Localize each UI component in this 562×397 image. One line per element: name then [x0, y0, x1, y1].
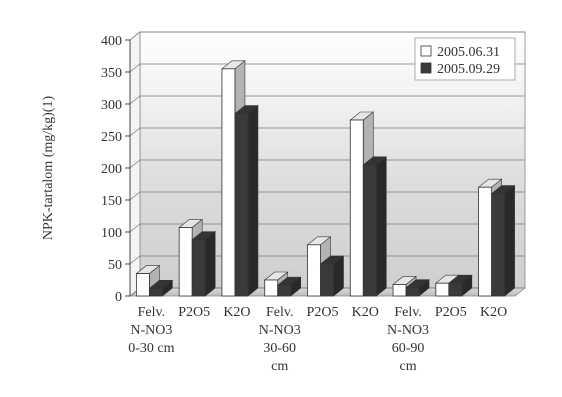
y-axis-title: NPK-tartalom (mg/kg)(1): [41, 96, 56, 241]
bars: [135, 60, 516, 297]
y-tick-label: 250: [101, 130, 122, 145]
bar: [362, 156, 388, 297]
gridlines: [129, 31, 525, 297]
bar-front: [392, 284, 407, 297]
x-tick-label: 0-30 cm: [128, 341, 174, 356]
bar-front: [264, 279, 279, 297]
bar-front: [148, 287, 163, 297]
bar: [447, 274, 473, 297]
y-tick-label: 50: [108, 258, 122, 273]
bar-front: [178, 227, 193, 297]
bar-front: [135, 273, 150, 297]
gridline: [129, 95, 525, 105]
bar-front: [191, 239, 206, 297]
legend-swatch: [420, 62, 432, 74]
y-axis: 0 50 100 150 200 250 300 350 400: [101, 34, 131, 305]
legend-label: 2005.06.31: [437, 45, 500, 60]
bar-side: [247, 104, 259, 297]
gridline: [129, 159, 525, 169]
bar-side: [375, 156, 387, 297]
legend-label: 2005.09.29: [437, 62, 500, 77]
bar-front: [277, 284, 292, 297]
y-tick-label: 400: [101, 34, 122, 49]
x-axis-labels: Felv. N-NO3 0-30 cm P2O5 K2O Felv. N-NO3 30-60 c…: [128, 305, 507, 374]
bar-front: [307, 244, 321, 297]
bar-front: [234, 113, 249, 297]
bar-front: [349, 119, 364, 297]
x-tick-label: cm: [271, 359, 288, 374]
gridline: [129, 63, 525, 73]
y-tick-label: 200: [101, 162, 122, 177]
gridline: [129, 191, 525, 201]
x-tick-label: Felv.: [394, 305, 421, 320]
x-tick-label: K2O: [223, 305, 250, 320]
y-tick-label: 350: [101, 66, 122, 81]
y-tick-label: 150: [101, 194, 122, 209]
bar-front: [405, 287, 420, 297]
x-tick-label: P2O5: [307, 305, 339, 320]
gridline: [129, 255, 525, 265]
x-tick-label: 30-60: [263, 341, 296, 356]
x-tick-label: Felv.: [138, 305, 165, 320]
bar-side: [204, 231, 216, 297]
bar-side: [504, 184, 515, 297]
bar-front: [491, 193, 506, 297]
x-tick-label: K2O: [480, 305, 507, 320]
bar: [191, 231, 217, 297]
bar-front: [221, 68, 236, 297]
bar-front: [448, 282, 463, 297]
x-tick-label: cm: [400, 359, 417, 374]
bar-front: [362, 164, 377, 297]
legend-box: [414, 37, 516, 81]
bar-front: [435, 282, 450, 297]
y-tick-label: 300: [101, 98, 122, 113]
legend-swatch: [420, 45, 432, 57]
bar: [405, 279, 430, 297]
bar: [319, 255, 345, 297]
bar-front: [320, 263, 334, 297]
legend: 2005.06.31 2005.09.29: [414, 37, 516, 81]
bar: [490, 184, 516, 297]
x-tick-label: N-NO3: [130, 323, 172, 338]
x-tick-label: K2O: [352, 305, 379, 320]
bar: [234, 104, 259, 297]
x-tick-label: P2O5: [435, 305, 467, 320]
gridline: [129, 31, 525, 41]
y-tick-label: 0: [115, 290, 122, 305]
y-tick-label: 100: [101, 226, 122, 241]
x-tick-label: N-NO3: [387, 323, 429, 338]
gridline: [129, 127, 525, 137]
x-tick-label: N-NO3: [259, 323, 301, 338]
x-tick-label: P2O5: [178, 305, 210, 320]
bar-front: [478, 186, 493, 297]
bar: [148, 279, 174, 297]
x-tick-label: 60-90: [392, 341, 425, 356]
x-tick-label: Felv.: [266, 305, 293, 320]
gridline: [129, 223, 525, 233]
bar: [276, 276, 302, 297]
